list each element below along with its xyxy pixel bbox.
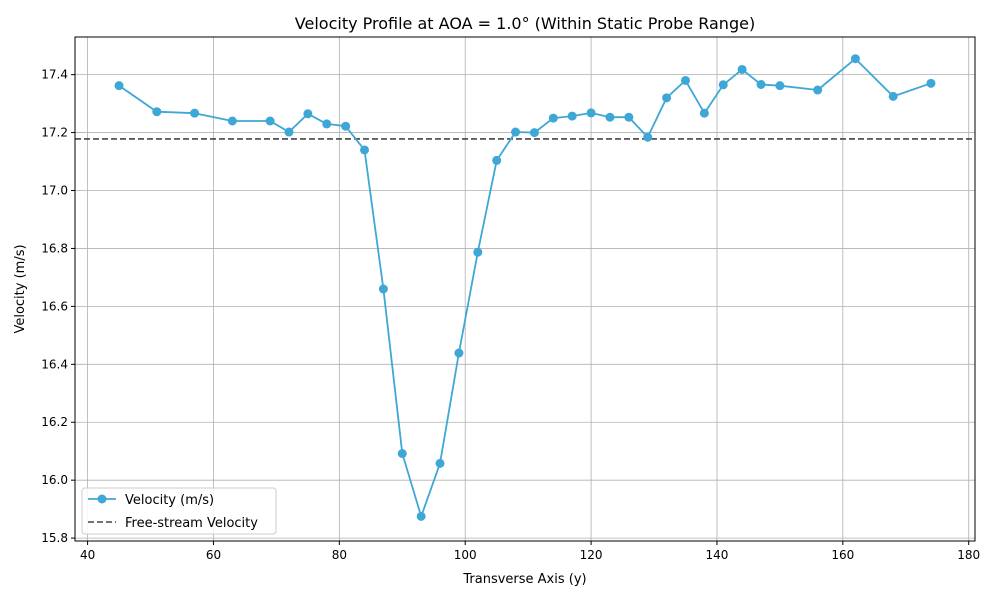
velocity-data-point [680, 75, 690, 85]
x-tick-label: 120 [580, 548, 603, 562]
velocity-data-point [378, 284, 388, 294]
y-tick-label: 16.4 [41, 357, 68, 371]
y-axis-label: Velocity (m/s) [13, 244, 28, 333]
velocity-data-point [775, 81, 785, 91]
velocity-data-point [416, 511, 426, 521]
velocity-data-point [699, 108, 709, 118]
legend-freestream-label: Free-stream Velocity [125, 516, 258, 531]
velocity-data-point [586, 108, 596, 118]
velocity-data-point [303, 109, 313, 119]
x-tick-label: 140 [706, 548, 729, 562]
x-tick-label: 100 [454, 548, 477, 562]
velocity-data-point [624, 112, 634, 122]
velocity-data-point [756, 80, 766, 90]
velocity-data-point [492, 155, 502, 165]
velocity-data-point [265, 116, 275, 126]
velocity-data-point [926, 78, 936, 88]
velocity-data-point [152, 107, 162, 117]
legend-box [81, 487, 277, 535]
velocity-data-point [397, 449, 407, 459]
axes-frame [74, 36, 976, 542]
velocity-data-point [190, 108, 200, 118]
legend-velocity-label: Velocity (m/s) [125, 493, 214, 508]
velocity-data-point [360, 145, 370, 155]
velocity-data-point [813, 85, 823, 95]
y-tick-label: 16.6 [41, 299, 68, 313]
velocity-data-point [322, 119, 332, 129]
y-tick-label: 17.4 [41, 68, 68, 82]
velocity-data-point [643, 132, 653, 142]
legend: Velocity (m/s) Free-stream Velocity [81, 487, 277, 535]
y-tick-label: 17.2 [41, 126, 68, 140]
velocity-data-point [284, 127, 294, 137]
velocity-data-point [529, 128, 539, 138]
velocity-data-point [114, 81, 124, 91]
velocity-data-point [454, 348, 464, 358]
velocity-data-point [718, 80, 728, 90]
velocity-data-point [548, 113, 558, 123]
velocity-data-point [341, 121, 351, 131]
velocity-data-point [435, 458, 445, 468]
y-tick-label: 17.0 [41, 184, 68, 198]
chart-title: Velocity Profile at AOA = 1.0° (Within S… [295, 14, 755, 33]
y-tick-label: 16.2 [41, 415, 68, 429]
velocity-data-point [850, 54, 860, 64]
velocity-data-point [473, 247, 483, 257]
x-tick-label: 60 [206, 548, 221, 562]
x-tick-label: 160 [831, 548, 854, 562]
y-tick-label: 16.8 [41, 241, 68, 255]
y-tick-label: 15.8 [41, 531, 68, 545]
velocity-data-point [888, 91, 898, 101]
velocity-data-point [227, 116, 237, 126]
x-tick-label: 180 [957, 548, 980, 562]
grid [75, 37, 975, 541]
velocity-data-point [567, 111, 577, 121]
velocity-data-point [511, 127, 521, 137]
axis-ticks: 40 60 80 100 120 140 160 180 15.8 16.0 16.2 16.4 16.… [41, 68, 980, 562]
x-tick-label: 80 [332, 548, 347, 562]
legend-velocity-marker [97, 494, 107, 504]
velocity-data-point [662, 93, 672, 103]
x-tick-label: 40 [80, 548, 95, 562]
velocity-data-point [737, 64, 747, 74]
y-tick-label: 16.0 [41, 473, 68, 487]
x-axis-label: Transverse Axis (y) [462, 572, 586, 587]
plot-area [75, 54, 975, 521]
velocity-data-point [605, 112, 615, 122]
